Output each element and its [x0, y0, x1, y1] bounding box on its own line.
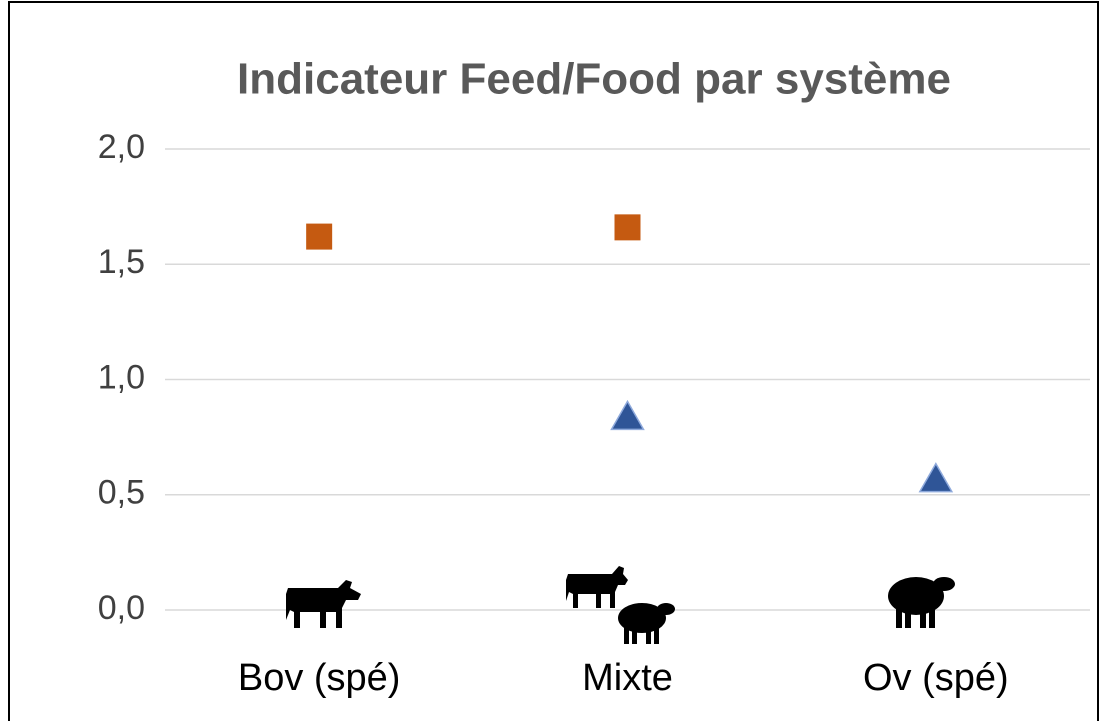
triangle-marker — [918, 462, 954, 493]
x-tick-label: Bov (spé) — [238, 657, 401, 699]
sheep-icon — [888, 577, 955, 628]
triangle-marker — [610, 399, 645, 431]
y-tick-label: 1,5 — [98, 243, 145, 281]
icons — [286, 566, 955, 644]
x-tick-label: Mixte — [582, 657, 673, 699]
cow-icon — [566, 566, 628, 608]
square-marker — [306, 223, 333, 250]
sheep-icon — [618, 603, 675, 644]
square-marker — [614, 214, 641, 241]
y-tick-label: 0,0 — [98, 589, 145, 627]
y-tick-label: 2,0 — [98, 128, 145, 166]
y-tick-label: 1,0 — [98, 358, 145, 396]
y-tick-label: 0,5 — [98, 474, 145, 512]
cow-icon — [286, 580, 361, 628]
chart-title: Indicateur Feed/Food par système — [237, 55, 951, 104]
x-tick-label: Ov (spé) — [863, 657, 1009, 699]
